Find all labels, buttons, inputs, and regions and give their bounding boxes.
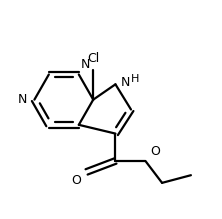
Text: H: H xyxy=(131,74,139,84)
Text: N: N xyxy=(81,58,90,71)
Text: N: N xyxy=(17,93,27,106)
Text: O: O xyxy=(150,145,160,158)
Text: O: O xyxy=(71,174,81,187)
Text: Cl: Cl xyxy=(87,52,99,65)
Text: N: N xyxy=(121,76,130,89)
